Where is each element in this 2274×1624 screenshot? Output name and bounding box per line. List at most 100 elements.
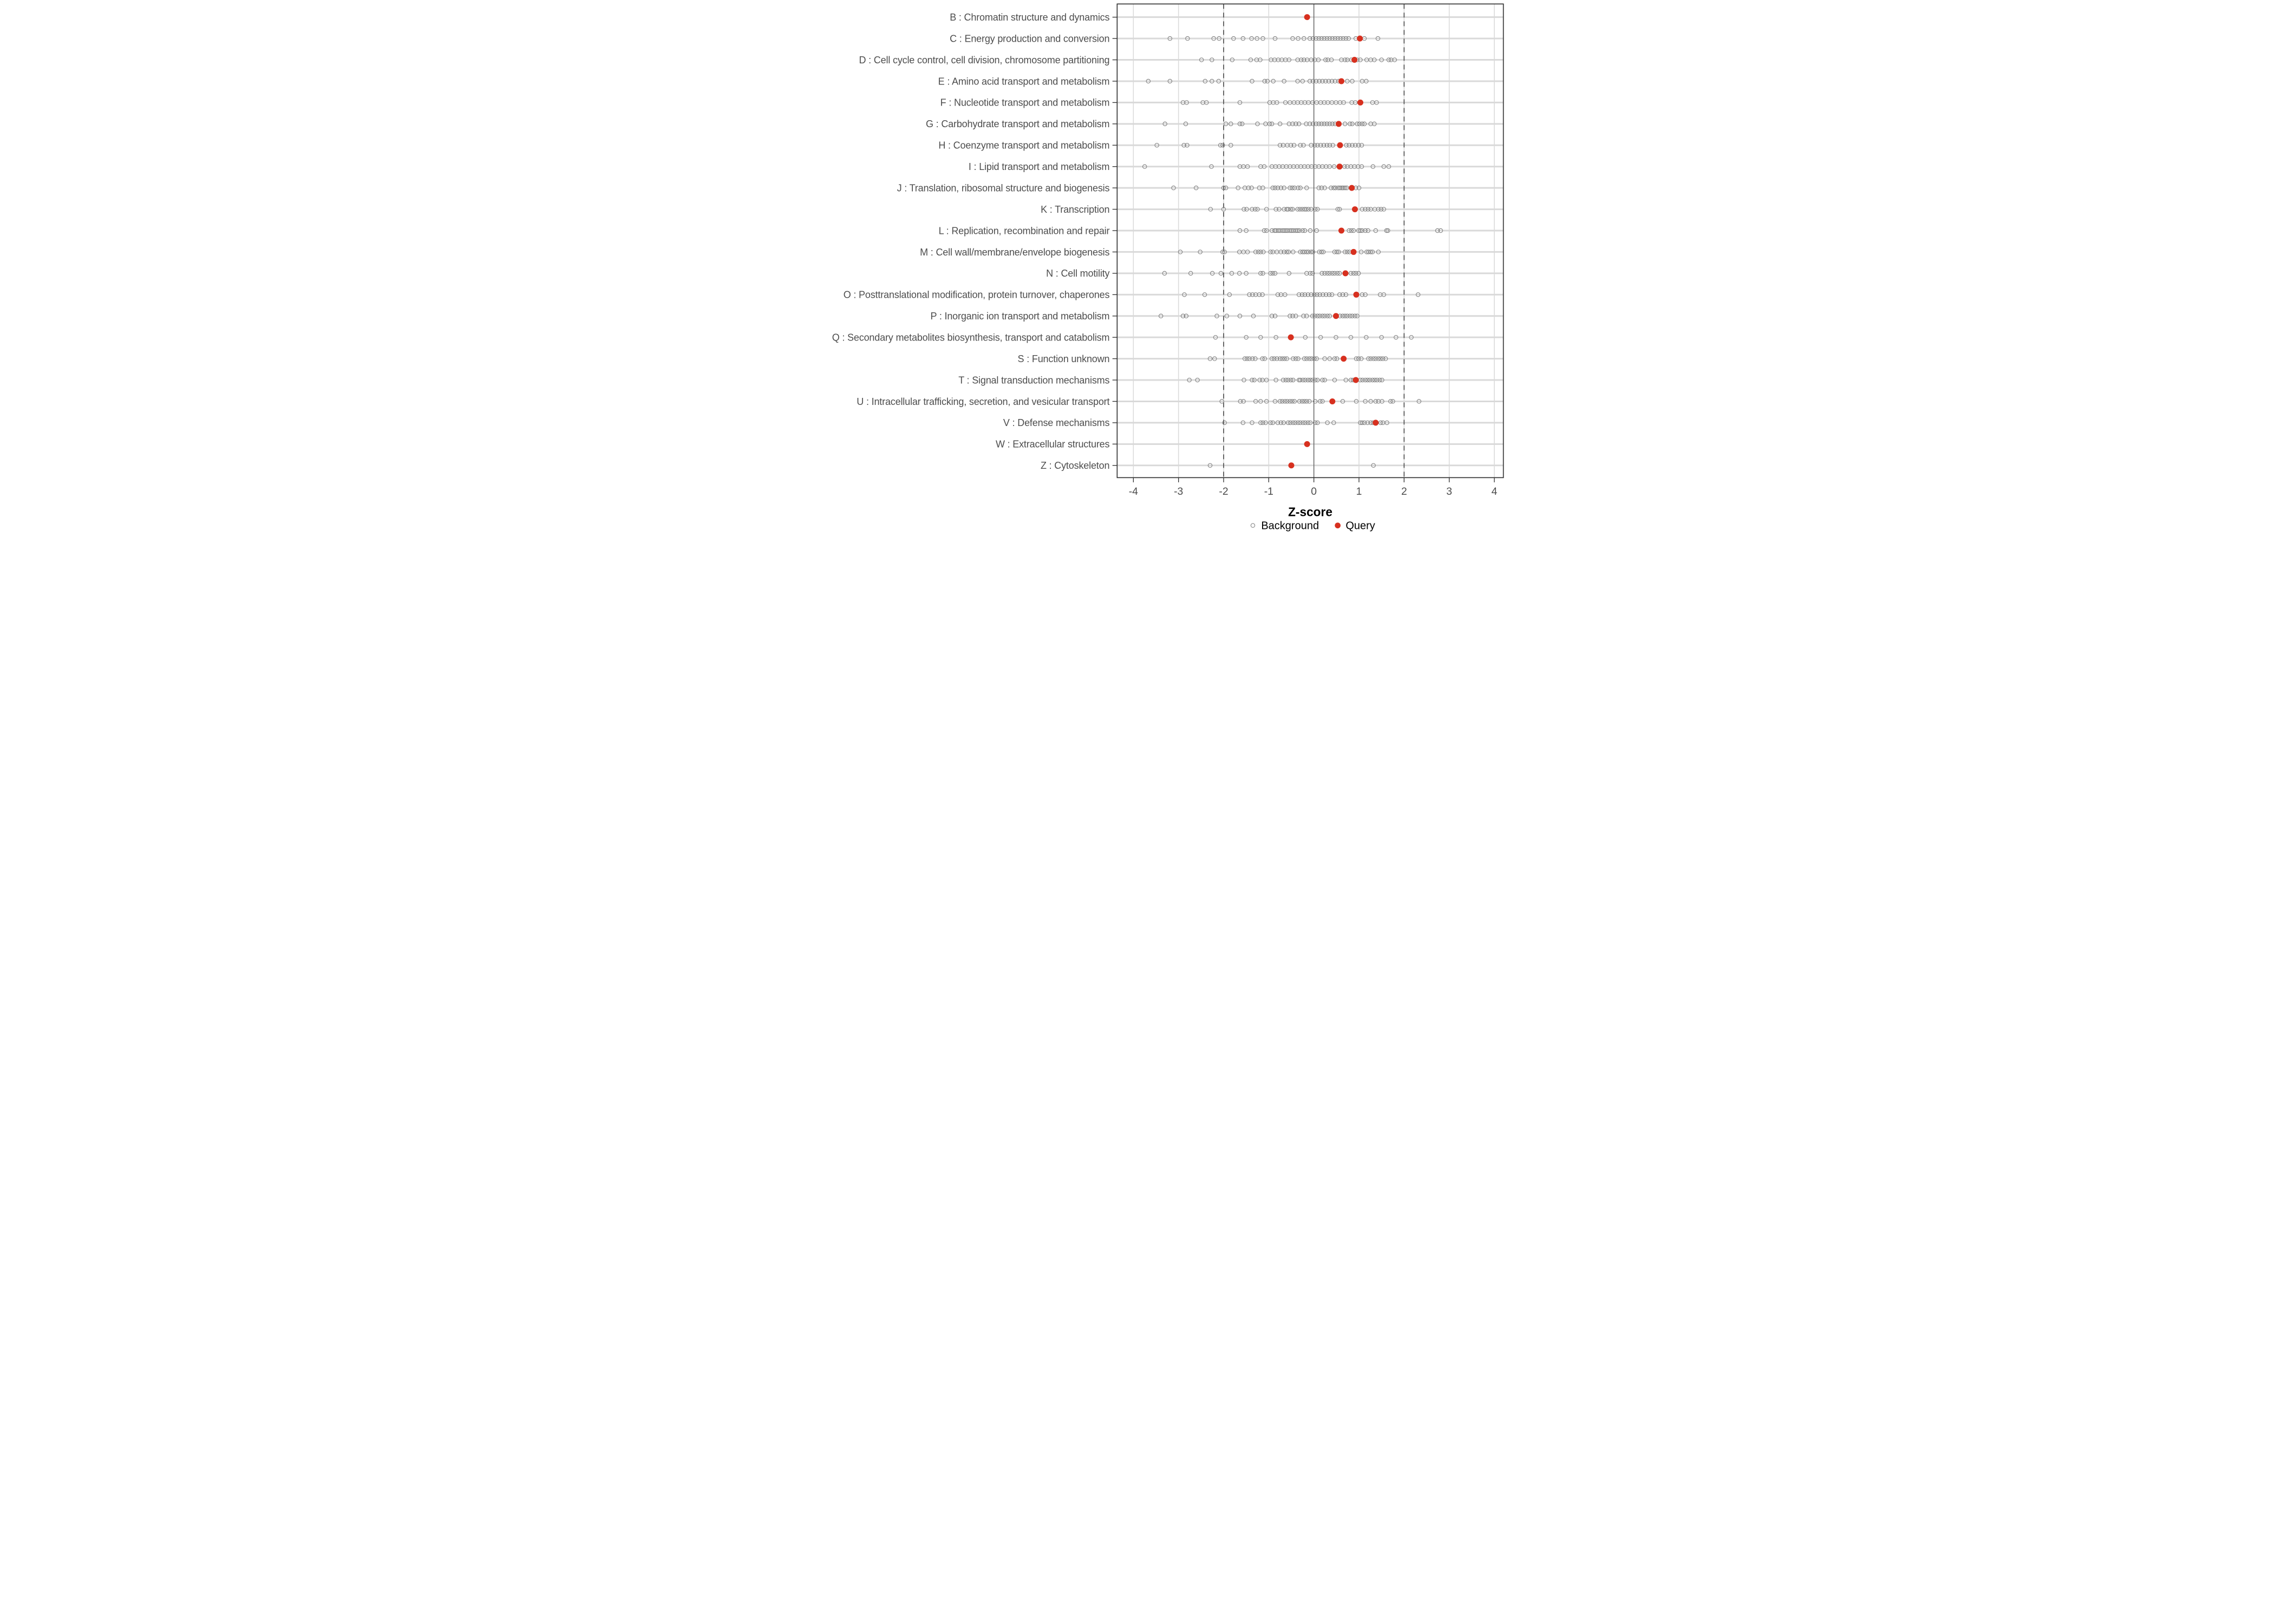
background-point	[1203, 78, 1208, 84]
background-point	[1162, 121, 1167, 127]
background-point	[1262, 164, 1267, 169]
background-point	[1299, 57, 1304, 62]
background-point	[1245, 164, 1250, 169]
background-point	[1368, 356, 1373, 361]
background-point	[1288, 399, 1292, 404]
background-point	[1167, 78, 1173, 84]
background-point	[1257, 377, 1262, 383]
background-point	[1327, 36, 1332, 41]
background-point	[1371, 463, 1376, 468]
background-point	[1368, 121, 1373, 127]
background-point	[1342, 121, 1348, 127]
background-point	[1250, 207, 1254, 212]
background-point	[1304, 399, 1309, 404]
background-point	[1319, 271, 1324, 276]
background-point	[1258, 250, 1263, 254]
background-point	[1342, 250, 1348, 254]
background-point	[1314, 356, 1319, 361]
background-point	[1317, 78, 1322, 84]
background-point	[1347, 228, 1351, 233]
background-point	[1207, 463, 1213, 468]
background-point	[1272, 36, 1278, 41]
x-axis-title: Z-score	[1288, 505, 1332, 519]
background-point	[1270, 185, 1276, 191]
background-point	[1348, 271, 1354, 276]
background-point	[1376, 207, 1381, 212]
background-point	[1292, 185, 1297, 191]
background-point	[1239, 121, 1245, 127]
background-point	[1142, 164, 1147, 169]
background-point	[1334, 356, 1339, 361]
background-point	[1244, 207, 1249, 212]
background-point	[1209, 164, 1214, 169]
background-point	[1380, 356, 1386, 361]
background-point	[1245, 356, 1250, 361]
category-label: K : Transcription	[1041, 204, 1109, 215]
background-point	[1302, 399, 1307, 404]
background-point	[1293, 228, 1298, 233]
background-point	[1244, 335, 1249, 340]
background-point	[1285, 207, 1291, 212]
background-point	[1227, 292, 1232, 297]
background-point	[1241, 377, 1246, 383]
background-point	[1334, 250, 1339, 254]
background-point	[1290, 121, 1295, 127]
background-point	[1337, 100, 1343, 105]
category-label: L : Replication, recombination and repai…	[939, 225, 1110, 236]
background-point	[1323, 78, 1328, 84]
background-point	[1261, 250, 1266, 254]
background-point	[1304, 356, 1309, 361]
background-point	[1353, 271, 1358, 276]
background-point	[1291, 100, 1297, 105]
background-point	[1210, 78, 1214, 84]
background-point	[1343, 377, 1349, 383]
background-point	[1367, 377, 1373, 383]
background-point	[1310, 377, 1315, 383]
background-point	[1214, 313, 1219, 318]
x-tick-label: 0	[1311, 486, 1317, 497]
background-point	[1356, 356, 1361, 361]
background-point	[1275, 420, 1280, 425]
background-point	[1260, 185, 1265, 191]
background-point	[1307, 78, 1312, 84]
query-point	[1353, 291, 1360, 298]
background-point	[1240, 420, 1246, 425]
background-point	[1362, 121, 1367, 127]
background-point	[1306, 250, 1311, 254]
background-point	[1386, 228, 1390, 233]
background-point	[1318, 399, 1323, 404]
background-point	[1302, 100, 1308, 105]
background-point	[1415, 292, 1421, 297]
query-point	[1357, 35, 1363, 42]
background-point	[1282, 78, 1286, 84]
background-point	[1250, 420, 1254, 425]
background-point	[1363, 292, 1368, 297]
background-point	[1202, 292, 1207, 297]
background-point	[1378, 356, 1383, 361]
background-point	[1253, 399, 1258, 404]
background-point	[1378, 207, 1384, 212]
background-point	[1347, 143, 1351, 148]
background-point	[1187, 377, 1192, 383]
background-point	[1217, 36, 1221, 41]
background-point	[1416, 399, 1422, 404]
category-label: Q : Secondary metabolites biosynthesis, …	[832, 332, 1110, 343]
background-point	[1315, 313, 1320, 318]
background-point	[1288, 228, 1292, 233]
background-point	[1210, 57, 1214, 62]
background-point	[1376, 399, 1381, 404]
background-point	[1251, 313, 1256, 318]
background-point	[1292, 399, 1297, 404]
background-point	[1288, 185, 1292, 191]
query-point	[1349, 185, 1355, 191]
background-point	[1290, 36, 1295, 41]
background-point	[1375, 36, 1381, 41]
background-point	[1303, 420, 1308, 425]
legend-query-label: Query	[1345, 520, 1375, 532]
zscore-dotplot-svg: B : Chromatin structure and dynamics C : …	[758, 0, 1516, 541]
x-tick-label: -4	[1129, 486, 1138, 497]
background-point	[1303, 377, 1308, 383]
background-point	[1270, 420, 1276, 425]
background-point	[1212, 356, 1217, 361]
background-point	[1296, 36, 1301, 41]
